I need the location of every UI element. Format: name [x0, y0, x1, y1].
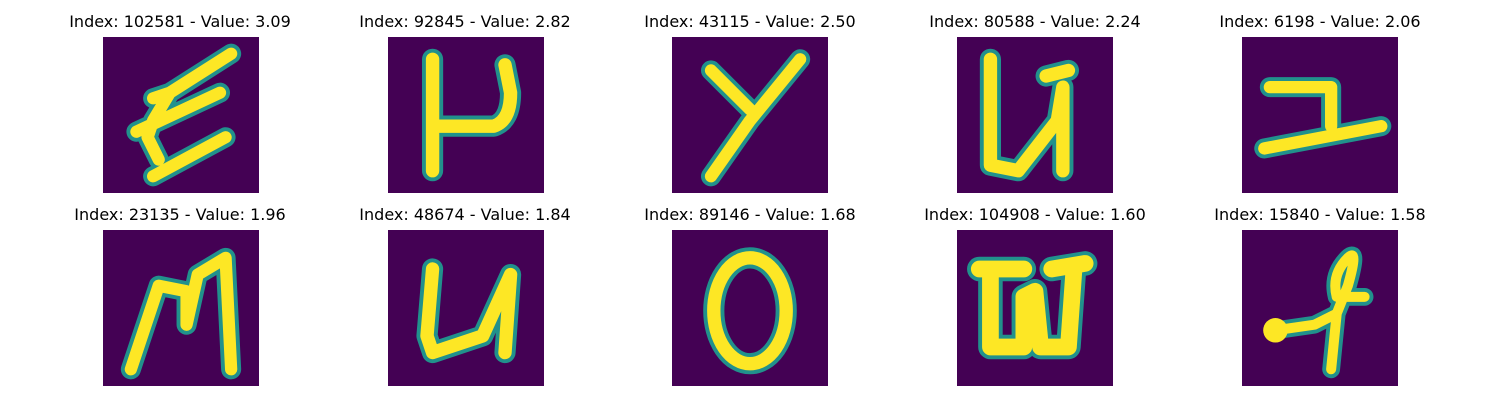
panel-7-glyph [416, 258, 522, 364]
panel-5-background [1242, 37, 1398, 193]
panel-8-glyph [703, 247, 797, 375]
panel-4-glyph [979, 48, 1080, 182]
panel-7-image [388, 230, 544, 386]
panel-2-background [388, 37, 544, 193]
panel-6-title: Index: 23135 - Value: 1.96 [74, 205, 286, 224]
panel-5-title: Index: 6198 - Value: 2.06 [1219, 12, 1421, 31]
panel-9-glyph [967, 251, 1098, 360]
panel-9-image [957, 230, 1113, 386]
panel-10-glyph [1263, 246, 1374, 379]
panel-10-background [1242, 230, 1398, 386]
panel-6-image [103, 230, 259, 386]
panel-3-glyph [700, 49, 811, 187]
panel-1-glyph [126, 43, 242, 187]
panel-2-glyph [421, 48, 522, 182]
panel-4-image [957, 37, 1113, 193]
panel-10-title: Index: 15840 - Value: 1.58 [1214, 205, 1426, 224]
panel-5-image [1242, 37, 1398, 193]
panel-8-title: Index: 89146 - Value: 1.68 [644, 205, 856, 224]
panel-7-background [388, 230, 544, 386]
panel-8-image [672, 230, 828, 386]
panel-5-glyph [1254, 77, 1392, 159]
panel-10-image [1242, 230, 1398, 386]
panel-7-title: Index: 48674 - Value: 1.84 [359, 205, 571, 224]
panel-2-image [388, 37, 544, 193]
panel-6-glyph [120, 247, 242, 380]
panel-3-image [672, 37, 828, 193]
panel-1-title: Index: 102581 - Value: 3.09 [69, 12, 291, 31]
panel-2-title: Index: 92845 - Value: 2.82 [359, 12, 571, 31]
panel-4-title: Index: 80588 - Value: 2.24 [929, 12, 1141, 31]
panel-1-image [103, 37, 259, 193]
panel-9-title: Index: 104908 - Value: 1.60 [924, 205, 1146, 224]
panel-3-title: Index: 43115 - Value: 2.50 [644, 12, 856, 31]
